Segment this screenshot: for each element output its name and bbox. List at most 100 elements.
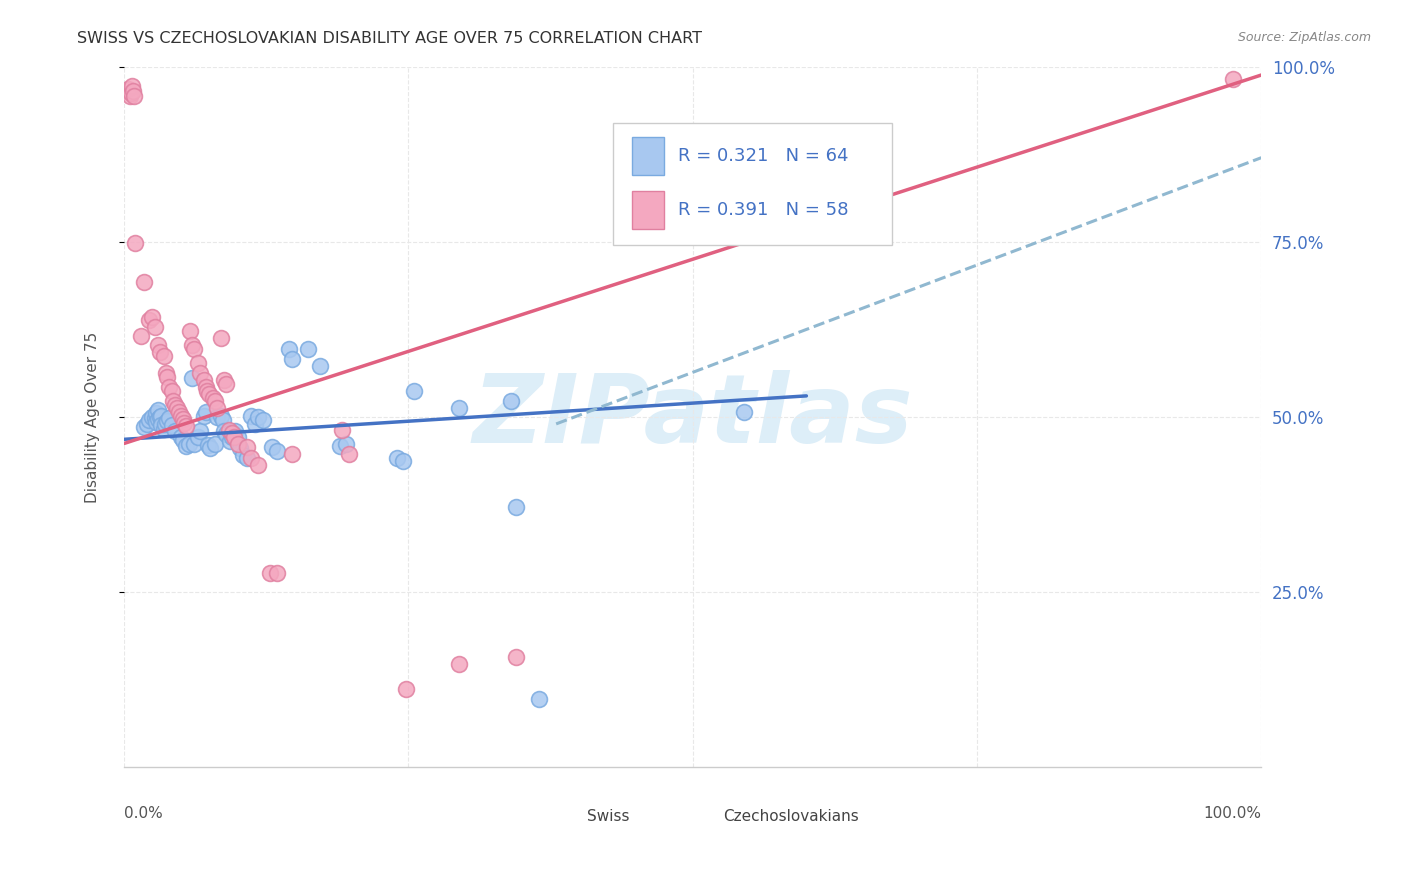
Point <box>156 414 179 428</box>
Point <box>198 387 221 401</box>
Point <box>188 424 211 438</box>
Text: 100.0%: 100.0% <box>1204 805 1261 821</box>
Point <box>197 438 219 452</box>
Point <box>122 89 145 103</box>
Point <box>176 439 198 453</box>
Point <box>499 394 522 409</box>
Point <box>252 413 274 427</box>
Point <box>236 450 259 465</box>
Point <box>165 424 187 438</box>
Point <box>187 429 209 443</box>
Point <box>209 331 232 345</box>
Point <box>209 409 232 423</box>
Point <box>138 313 160 327</box>
Point <box>194 405 217 419</box>
Point <box>152 422 174 436</box>
Point <box>129 329 152 343</box>
Point <box>143 320 166 334</box>
Point <box>449 657 471 672</box>
Point <box>141 409 163 424</box>
Point <box>135 417 157 431</box>
Point <box>449 401 471 415</box>
Point <box>205 409 228 424</box>
Point <box>232 448 254 462</box>
Point <box>224 426 246 441</box>
Point <box>201 391 224 405</box>
Point <box>170 429 193 443</box>
Point <box>215 426 238 441</box>
Point <box>195 384 218 398</box>
Point <box>152 349 174 363</box>
Y-axis label: Disability Age Over 75: Disability Age Over 75 <box>86 331 100 502</box>
Point <box>212 413 235 427</box>
Point <box>391 454 413 468</box>
Point <box>260 440 283 454</box>
Point <box>221 429 243 443</box>
Point <box>193 409 215 423</box>
Point <box>1222 72 1244 87</box>
Text: 0.0%: 0.0% <box>124 805 163 821</box>
Point <box>193 374 215 388</box>
Point <box>330 423 353 437</box>
Point <box>176 419 198 434</box>
Point <box>247 409 270 424</box>
Point <box>134 420 156 434</box>
Point <box>118 89 141 103</box>
Point <box>395 681 418 696</box>
Point <box>160 418 183 433</box>
Point <box>229 441 252 455</box>
Point <box>149 345 172 359</box>
Point <box>157 380 180 394</box>
Text: R = 0.391   N = 58: R = 0.391 N = 58 <box>678 201 848 219</box>
Point <box>205 401 228 416</box>
Point <box>146 403 169 417</box>
Bar <box>633 136 664 175</box>
Point <box>181 371 204 385</box>
Point <box>162 394 184 409</box>
Point <box>259 566 281 581</box>
Point <box>143 411 166 425</box>
Point <box>240 450 263 465</box>
Point <box>170 409 193 423</box>
Point <box>150 418 173 433</box>
Point <box>145 406 167 420</box>
Point <box>212 424 235 438</box>
Point <box>120 87 142 101</box>
Point <box>117 82 139 96</box>
Point <box>138 413 160 427</box>
Point <box>240 409 263 423</box>
Point <box>194 380 217 394</box>
Point <box>122 84 145 98</box>
Point <box>385 450 408 465</box>
FancyBboxPatch shape <box>613 122 891 245</box>
Point <box>281 352 304 367</box>
Point <box>308 359 330 374</box>
Point <box>329 439 352 453</box>
Point <box>505 500 527 514</box>
Point <box>150 409 173 423</box>
Point <box>277 342 299 356</box>
Bar <box>688 804 711 830</box>
Point <box>215 376 238 391</box>
Point <box>179 325 201 339</box>
Point <box>173 416 195 430</box>
Point <box>200 441 222 455</box>
Point <box>134 276 156 290</box>
Point <box>146 338 169 352</box>
Point <box>204 436 226 450</box>
Point <box>226 436 249 450</box>
Point <box>121 79 143 94</box>
Point <box>266 566 288 581</box>
Bar <box>633 191 664 229</box>
Bar <box>550 804 575 830</box>
Point <box>221 425 243 440</box>
Point <box>224 424 246 438</box>
Point <box>124 236 146 251</box>
Point <box>183 342 205 356</box>
Point <box>146 412 169 426</box>
Point <box>156 370 179 384</box>
Point <box>243 417 266 431</box>
Point <box>167 405 190 419</box>
Point <box>172 433 194 447</box>
Point <box>281 447 304 461</box>
